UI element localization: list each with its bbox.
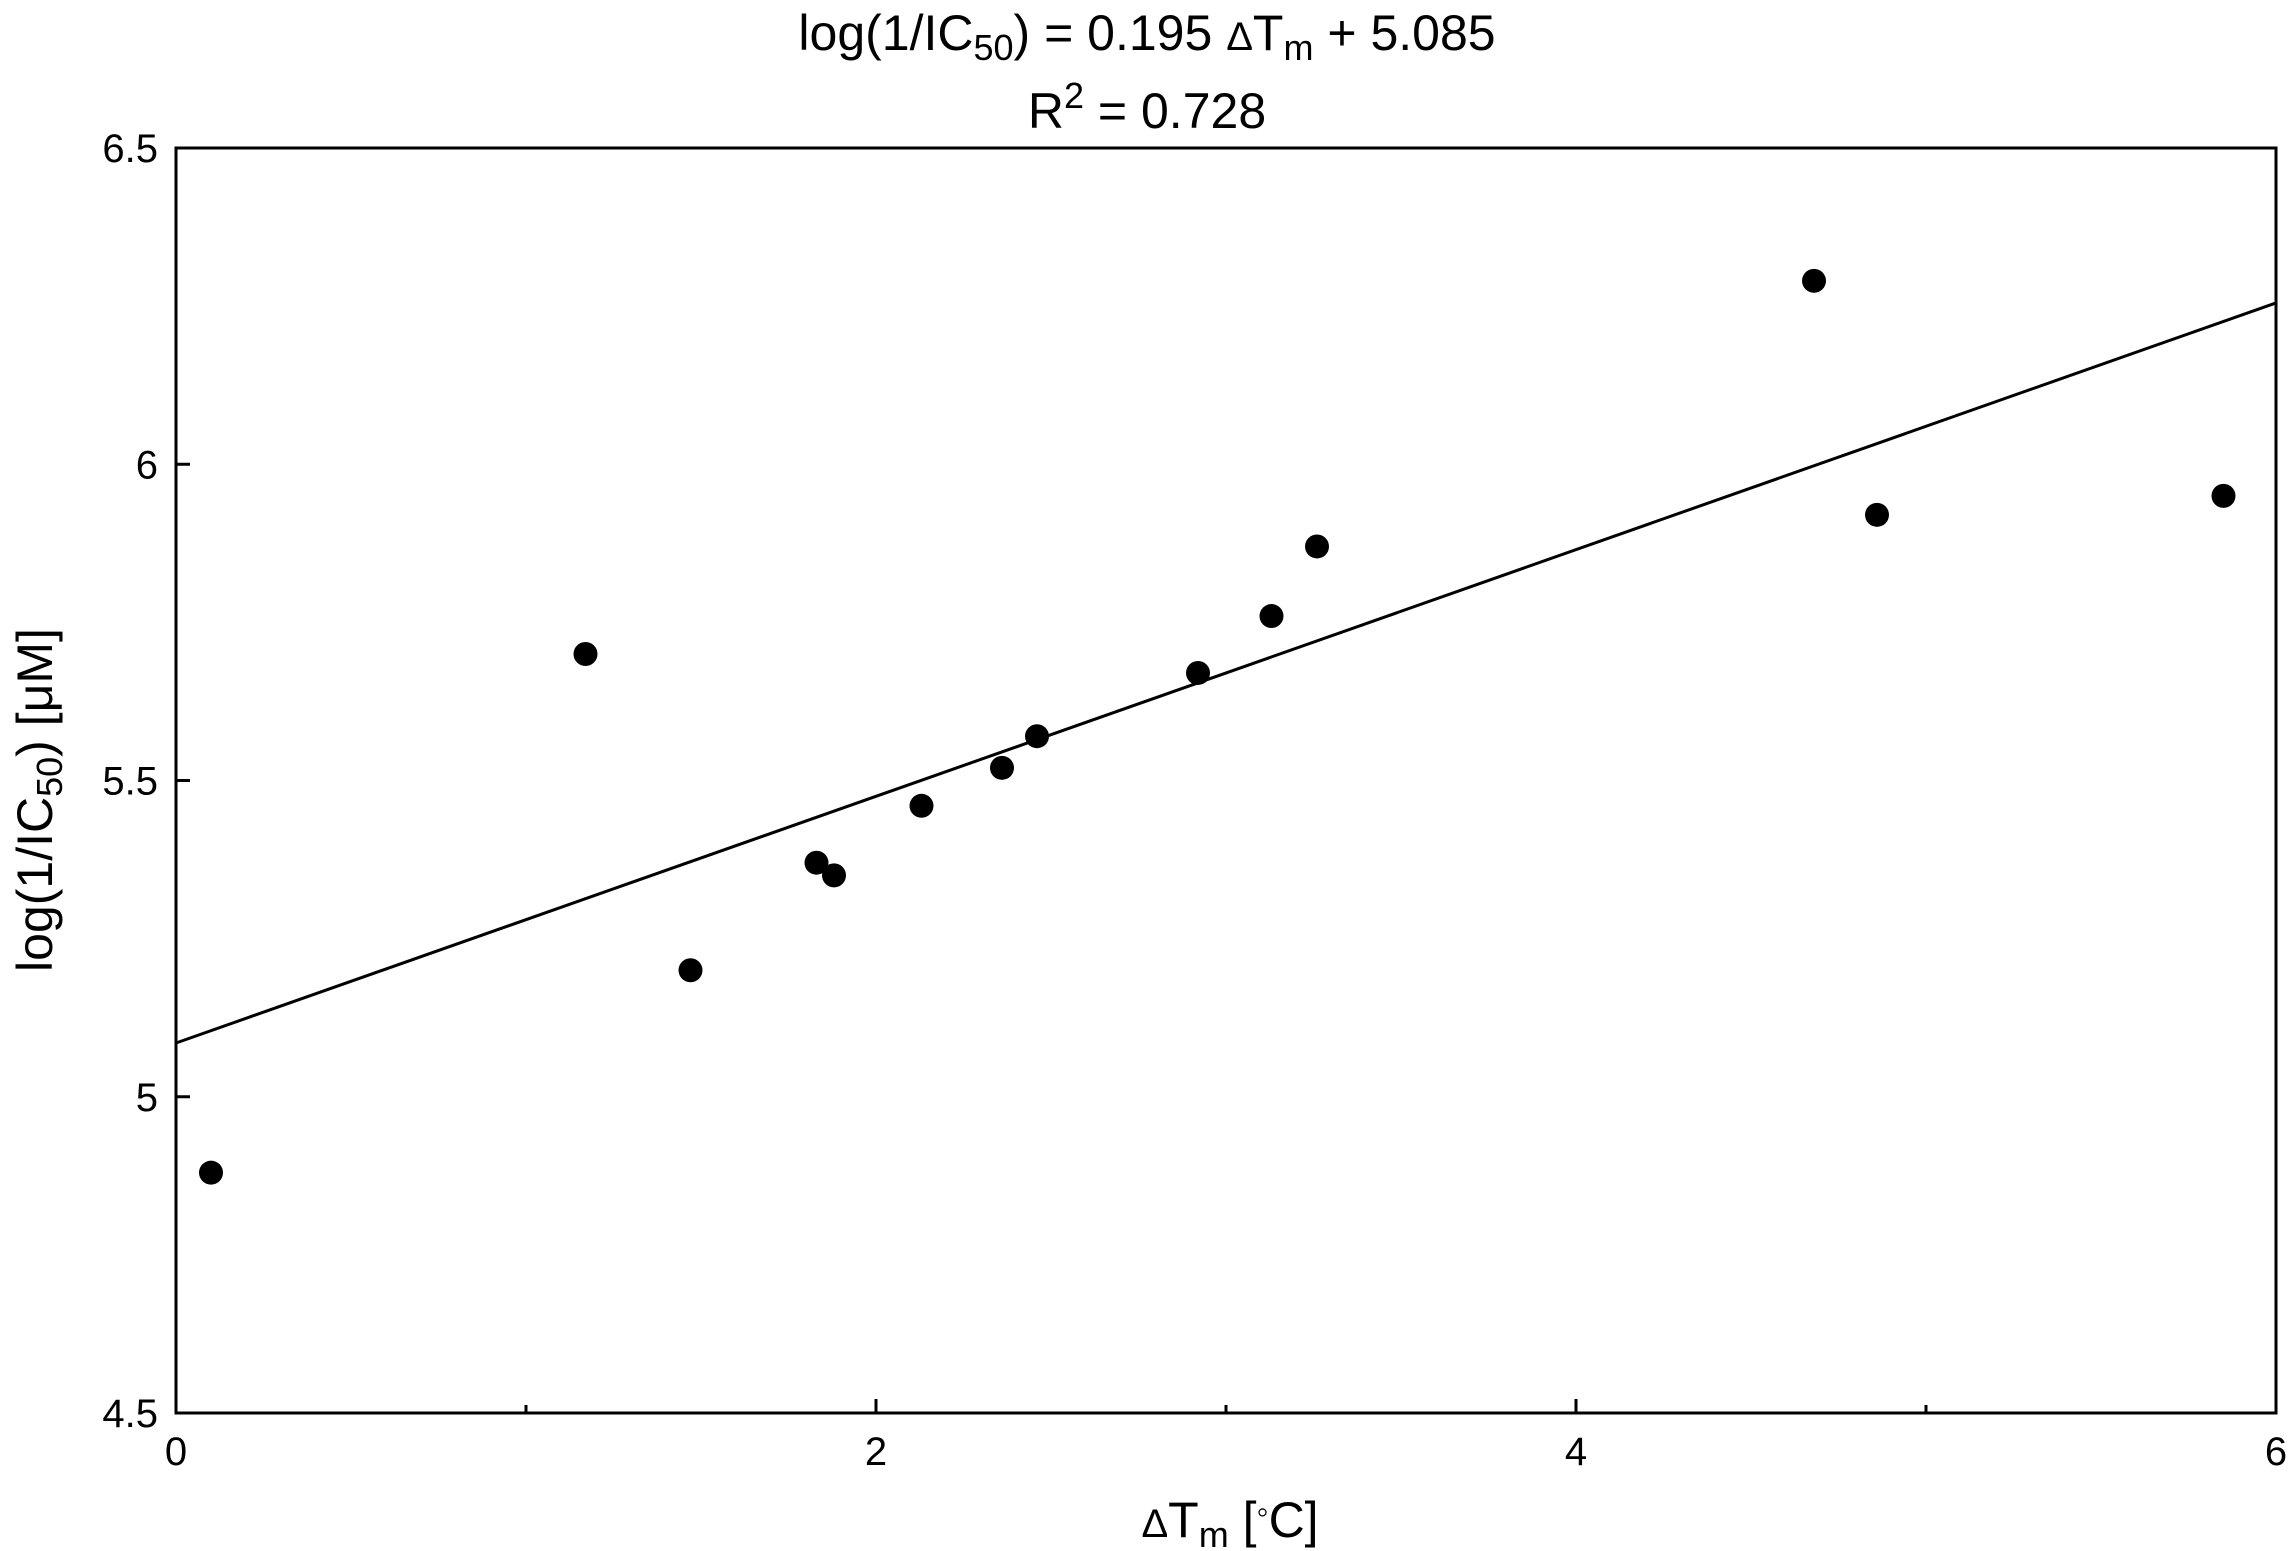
xlabel-sub: m <box>1199 1514 1229 1551</box>
chart-title-line-2: R2 = 0.728 <box>1028 75 1266 139</box>
title-r-pre: R <box>1028 83 1064 139</box>
chart-title-line-1: log(1/IC50) = 0.195 ΔTm + 5.085 <box>798 5 1495 68</box>
x-axis-ticks: 0 2 4 6 <box>165 1399 2287 1474</box>
xlabel-unit: C] <box>1269 1492 1319 1548</box>
data-point <box>804 850 829 875</box>
data-point <box>909 793 934 818</box>
y-tick-label: 6.5 <box>102 127 158 171</box>
data-point <box>2211 483 2236 508</box>
data-point <box>678 958 703 983</box>
data-point <box>1025 724 1049 749</box>
data-point <box>1802 268 1826 293</box>
data-point <box>1186 660 1210 685</box>
xlabel-delta: Δ <box>1141 1502 1168 1546</box>
title-eq-sub-m: m <box>1283 27 1313 68</box>
x-axis-label: ΔTm [◦C] <box>1141 1492 1318 1551</box>
y-tick-label: 6 <box>136 443 158 487</box>
xlabel-t: T <box>1168 1492 1199 1548</box>
title-eq-pre: log(1/IC <box>798 5 973 61</box>
xlabel-post: [ <box>1229 1492 1257 1548</box>
x-tick-label: 4 <box>1565 1430 1587 1474</box>
data-point <box>990 755 1014 780</box>
x-tick-label: 2 <box>865 1430 887 1474</box>
title-r-post: = 0.728 <box>1084 83 1266 139</box>
data-points <box>199 268 2236 1185</box>
y-tick-label: 5.5 <box>102 760 158 804</box>
y-axis-ticks: 4.5 5 5.5 6 6.5 <box>102 127 190 1436</box>
regression-line <box>175 301 2277 1045</box>
data-point <box>1865 502 1889 527</box>
plot-frame <box>174 146 2278 1415</box>
ylabel-pre: log(1/IC <box>7 797 63 972</box>
data-point <box>1259 604 1284 629</box>
xlabel-degree: ◦ <box>1257 1493 1269 1531</box>
title-eq-t: T <box>1253 5 1284 61</box>
data-point <box>573 642 598 666</box>
y-tick-label: 4.5 <box>102 1392 158 1436</box>
ylabel-sub: 50 <box>29 757 70 797</box>
data-point <box>199 1160 223 1185</box>
ylabel-post: ) [μM] <box>7 628 63 757</box>
y-tick-label: 5 <box>136 1076 158 1120</box>
title-eq-mid: ) = 0.195 <box>1014 5 1227 61</box>
data-point <box>822 863 846 888</box>
title-eq-sub-50: 50 <box>974 27 1014 68</box>
y-axis-label: log(1/IC50) [μM] <box>7 628 70 972</box>
x-tick-label: 6 <box>2265 1430 2287 1474</box>
title-eq-delta: Δ <box>1226 15 1253 59</box>
data-point <box>1305 534 1329 559</box>
x-tick-label: 0 <box>165 1430 187 1474</box>
title-r-sup: 2 <box>1064 75 1084 116</box>
title-eq-post: + 5.085 <box>1313 5 1495 61</box>
